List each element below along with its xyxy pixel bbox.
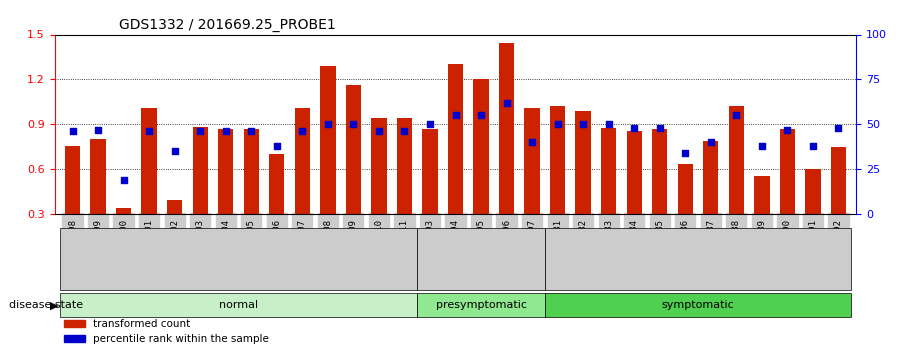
Point [295, 129, 310, 134]
Point [397, 129, 412, 134]
Bar [550, 106, 566, 214]
Bar [831, 147, 846, 214]
Point [448, 112, 463, 118]
Bar [678, 164, 693, 214]
Bar [372, 118, 386, 214]
Point [66, 129, 80, 134]
Text: GDS1332 / 201669.25_PROBE1: GDS1332 / 201669.25_PROBE1 [118, 18, 335, 32]
Bar [345, 85, 361, 214]
Point [703, 139, 718, 145]
Bar [499, 43, 514, 214]
Point [117, 177, 131, 183]
Point [423, 121, 437, 127]
Bar [167, 200, 182, 214]
Bar [474, 79, 488, 214]
Bar [423, 129, 437, 214]
Bar [652, 129, 668, 214]
Point [474, 112, 488, 118]
Bar [65, 146, 80, 214]
Bar [397, 118, 412, 214]
Point [652, 125, 667, 130]
Point [219, 129, 233, 134]
Point [91, 127, 106, 132]
Point [831, 125, 845, 130]
Point [780, 127, 794, 132]
Point [627, 125, 641, 130]
Point [550, 121, 565, 127]
Bar [320, 66, 335, 214]
Point [168, 148, 182, 154]
Bar [141, 108, 157, 214]
Point [244, 129, 259, 134]
Bar [601, 128, 617, 214]
Bar [805, 169, 821, 214]
Bar [448, 65, 463, 214]
Bar [754, 176, 770, 214]
Point [678, 150, 692, 156]
Point [193, 129, 208, 134]
Point [525, 139, 539, 145]
Bar [780, 129, 795, 214]
Point [805, 143, 820, 148]
Bar [243, 129, 259, 214]
Point [729, 112, 743, 118]
Legend: transformed count, percentile rank within the sample: transformed count, percentile rank withi… [60, 315, 273, 345]
Point [321, 121, 335, 127]
Bar [627, 131, 642, 214]
Bar [703, 141, 719, 214]
Point [142, 129, 157, 134]
Point [576, 121, 590, 127]
Bar [116, 208, 131, 214]
Text: disease state: disease state [9, 300, 83, 310]
Bar [269, 154, 284, 214]
Text: symptomatic: symptomatic [661, 300, 734, 310]
Point [346, 121, 361, 127]
Bar [192, 127, 208, 214]
Text: presymptomatic: presymptomatic [435, 300, 527, 310]
Point [601, 121, 616, 127]
Bar [294, 108, 310, 214]
Text: ▶: ▶ [50, 300, 58, 310]
Bar [90, 139, 106, 214]
Bar [218, 129, 233, 214]
Text: normal: normal [219, 300, 258, 310]
Bar [576, 111, 591, 214]
Point [372, 129, 386, 134]
Bar [729, 106, 744, 214]
Bar [525, 108, 539, 214]
Point [270, 143, 284, 148]
Point [499, 100, 514, 106]
Point [754, 143, 769, 148]
